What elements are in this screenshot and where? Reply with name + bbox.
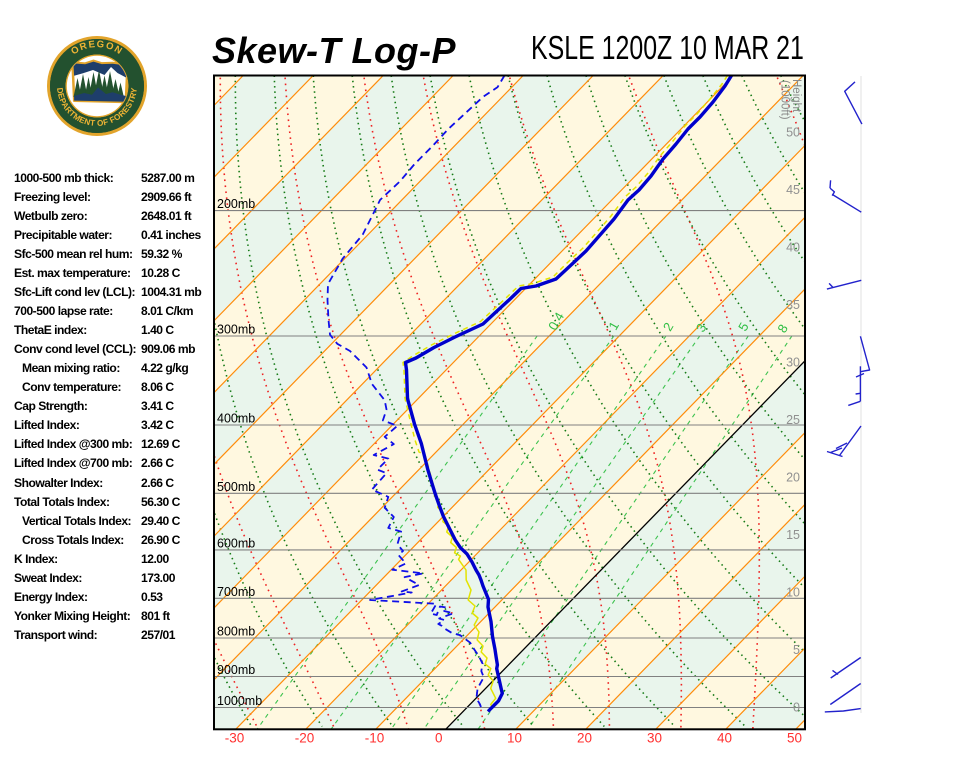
svg-text:Height(1000ft): Height(1000ft): [779, 79, 803, 120]
svg-text:15: 15: [786, 528, 800, 542]
svg-text:-10: -10: [365, 731, 385, 746]
svg-text:0: 0: [435, 731, 443, 746]
svg-text:35: 35: [786, 298, 800, 312]
svg-text:0: 0: [793, 700, 800, 714]
svg-text:10: 10: [786, 585, 800, 599]
svg-text:30: 30: [647, 731, 662, 746]
svg-text:50: 50: [786, 125, 800, 139]
svg-text:10: 10: [507, 731, 522, 746]
svg-text:700mb: 700mb: [217, 585, 255, 599]
svg-text:45: 45: [786, 183, 800, 197]
svg-text:500mb: 500mb: [217, 480, 255, 494]
svg-text:40: 40: [717, 731, 732, 746]
svg-text:1000mb: 1000mb: [217, 694, 262, 708]
svg-text:300mb: 300mb: [217, 323, 255, 337]
svg-text:30: 30: [786, 355, 800, 369]
svg-text:25: 25: [786, 413, 800, 427]
svg-text:5: 5: [793, 643, 800, 657]
svg-text:900mb: 900mb: [217, 663, 255, 677]
svg-text:800mb: 800mb: [217, 625, 255, 639]
svg-text:20: 20: [786, 470, 800, 484]
svg-text:40: 40: [786, 240, 800, 254]
svg-text:-30: -30: [225, 731, 245, 746]
svg-text:200mb: 200mb: [217, 197, 255, 211]
svg-text:50: 50: [787, 731, 802, 746]
svg-text:400mb: 400mb: [217, 412, 255, 426]
svg-text:600mb: 600mb: [217, 536, 255, 550]
svg-text:20: 20: [577, 731, 592, 746]
svg-text:-20: -20: [295, 731, 315, 746]
